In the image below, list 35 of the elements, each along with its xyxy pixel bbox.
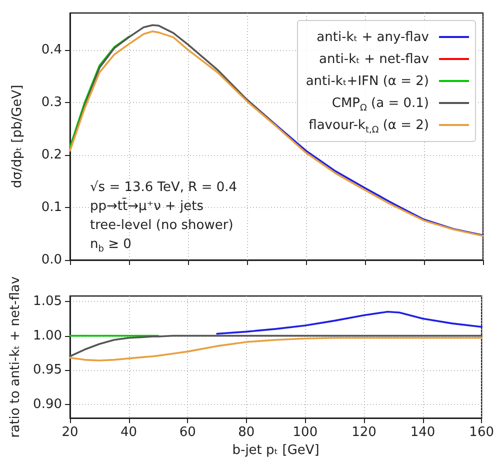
x-tick-label: 80 bbox=[238, 425, 255, 440]
annotation: pp→tt̄→μ⁺ν + jets bbox=[90, 197, 204, 216]
annotation: √s = 13.6 TeV, R = 0.4 bbox=[90, 179, 238, 197]
line-series bbox=[69, 336, 482, 362]
line-series bbox=[69, 36, 130, 148]
legend-label: anti-kₜ + net-flav bbox=[319, 52, 429, 66]
y-tick-label: 0.1 bbox=[41, 200, 62, 215]
y-tick-label: 0.3 bbox=[41, 94, 62, 110]
y-tick-label: 1.00 bbox=[33, 328, 62, 344]
y-tick-label: 0.90 bbox=[33, 396, 62, 412]
annotation: n$_{b}$ ≥ 0 bbox=[90, 236, 132, 255]
y-tick-label: 0.2 bbox=[41, 147, 62, 162]
x-axis-title: b-jet pₜ [GeV] bbox=[232, 443, 320, 458]
legend-label: CMP$_{Ω}$ (a = 0.1) bbox=[332, 96, 429, 114]
y-tick-label: 0.0 bbox=[41, 252, 62, 268]
x-tick-label: 60 bbox=[179, 425, 196, 440]
line-series bbox=[216, 310, 482, 335]
legend-label: anti-kₜ + any-flav bbox=[316, 30, 429, 44]
x-tick-label: 20 bbox=[62, 425, 78, 440]
x-tick-label: 120 bbox=[352, 425, 376, 440]
y-tick-label: 1.05 bbox=[33, 294, 62, 309]
y-tick-label: 0.4 bbox=[41, 42, 62, 58]
x-tick-label: 160 bbox=[469, 425, 494, 440]
annotation: tree-level (no shower) bbox=[90, 217, 234, 235]
y-tick-label: 0.95 bbox=[33, 362, 62, 378]
legend-label: anti-kₜ+IFN (α = 2) bbox=[306, 74, 429, 88]
x-tick-label: 40 bbox=[120, 425, 138, 440]
y-axis-title: ratio to anti-kₜ + net-flav bbox=[8, 276, 24, 438]
y-axis-title: dσ/dpₜ [pb/GeV] bbox=[10, 84, 25, 188]
x-tick-label: 100 bbox=[292, 425, 318, 440]
line-series bbox=[69, 334, 482, 358]
x-tick-label: 140 bbox=[410, 425, 436, 440]
legend-label: flavour-k$_{t,Ω}$ (α = 2) bbox=[308, 118, 429, 136]
line-series bbox=[69, 24, 278, 152]
line-series bbox=[69, 30, 484, 237]
